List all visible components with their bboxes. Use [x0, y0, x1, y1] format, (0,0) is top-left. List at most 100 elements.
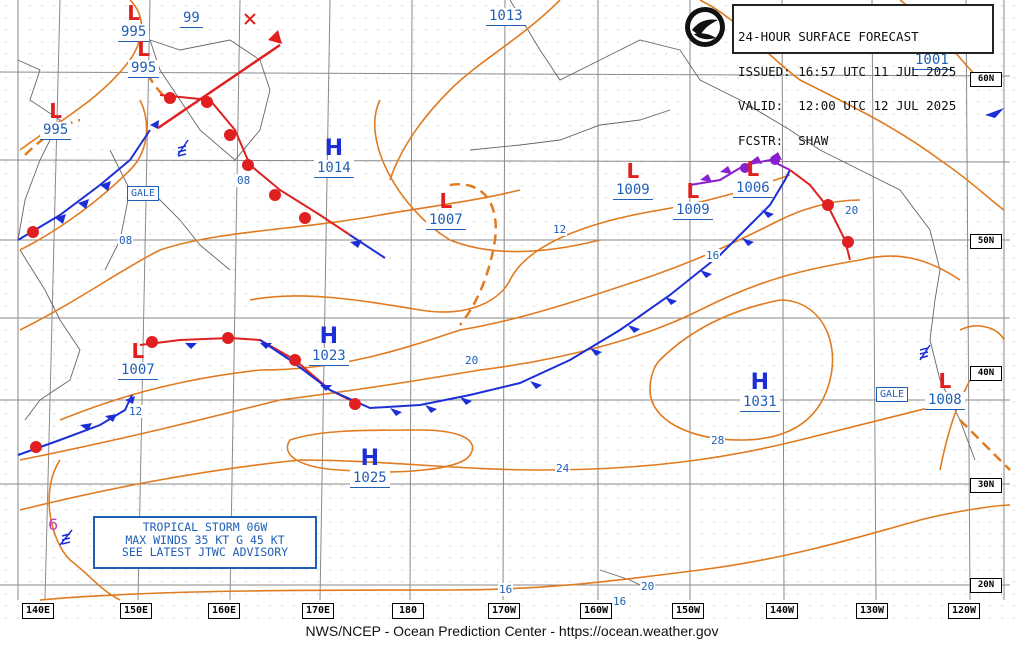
- low-pressure-center: 99: [180, 10, 203, 28]
- longitude-label: 160E: [208, 603, 240, 619]
- ts-line1: TROPICAL STORM 06W: [142, 520, 268, 534]
- low-symbol: L: [127, 1, 141, 25]
- pressure-value: 1006: [733, 180, 773, 198]
- isobar-label: 16: [498, 583, 514, 596]
- header-valid: VALID: 12:00 UTC 12 JUL 2025: [738, 98, 957, 113]
- pressure-value: 1001: [912, 52, 952, 70]
- pressure-value: 1007: [118, 362, 158, 380]
- coast-japan: [19, 249, 81, 421]
- pressure-value: 1023: [309, 348, 349, 366]
- ts-line2: MAX WINDS 35 KT G 45 KT: [125, 532, 285, 547]
- pressure-value: 995: [40, 122, 72, 140]
- coast-asia: [17, 59, 61, 241]
- high-symbol: H: [319, 324, 339, 349]
- latitude-label: 20N: [970, 578, 1002, 593]
- low-symbol: L: [49, 99, 63, 123]
- gale-label-east: GALE: [876, 387, 909, 402]
- low-pressure-center: L 1007: [426, 190, 466, 230]
- credit-line: NWS/NCEP - Ocean Prediction Center - htt…: [305, 623, 719, 639]
- latitude-label: 30N: [970, 478, 1002, 493]
- isobar-label: 08: [236, 174, 252, 187]
- isobar-label: 12: [128, 405, 144, 418]
- cold-front-southwest: [17, 394, 133, 456]
- high-pressure-center: H 1025: [350, 448, 390, 488]
- wind-barbs: [59, 139, 931, 546]
- header-title: 24-HOUR SURFACE FORECAST: [738, 29, 919, 44]
- isobar-label: 08: [118, 234, 134, 247]
- pressure-value: 1009: [613, 182, 653, 200]
- low-symbol: L: [746, 157, 760, 181]
- longitude-label: 170E: [302, 603, 334, 619]
- pressure-value: 1008: [925, 392, 965, 410]
- front-fragment: [985, 108, 1004, 118]
- pressure-value: 1009: [673, 202, 713, 220]
- occluded-arrow: [157, 43, 281, 130]
- isobar-label: 20: [464, 354, 480, 367]
- high-symbol: H: [750, 370, 770, 395]
- low-symbol: L: [626, 159, 640, 183]
- pressure-value: 99: [180, 10, 203, 28]
- low-symbol: L: [137, 37, 151, 61]
- isobar-label: 20: [640, 580, 656, 593]
- longitude-label: 170W: [488, 603, 520, 619]
- pressure-value: 1031: [740, 394, 780, 412]
- coast-sakhalin: [104, 149, 131, 271]
- high-symbol: H: [324, 136, 344, 161]
- high-pressure-center: H 1014: [314, 138, 354, 178]
- isobar-label: 24: [555, 462, 571, 475]
- pressure-value: 1007: [426, 212, 466, 230]
- isobar-label: 28: [710, 434, 726, 447]
- latitude-label: 60N: [970, 72, 1002, 87]
- high-pressure-center: H 1031: [740, 372, 780, 412]
- low-pressure-center: L 1007: [118, 340, 158, 380]
- isobar-label: 16: [705, 249, 721, 262]
- low-pressure-center: L 1009: [673, 180, 713, 220]
- low-pressure-center: L 995: [40, 99, 72, 140]
- longitude-label: 120W: [948, 603, 980, 619]
- coast-kamchatka: [149, 39, 271, 161]
- cold-front-north: [349, 234, 386, 259]
- low-symbol: L: [686, 179, 700, 203]
- coastlines: [17, 0, 976, 586]
- latitude-label: 50N: [970, 234, 1002, 249]
- low-pressure-center: L 995: [118, 1, 150, 42]
- pressure-value: 995: [118, 24, 150, 42]
- isobar-label: 16: [612, 595, 628, 608]
- low-pressure-center: L 1006: [733, 158, 773, 198]
- isobar-label: 12: [552, 223, 568, 236]
- low-symbol: L: [131, 339, 145, 363]
- pressure-value: 995: [128, 60, 160, 78]
- coast-hawaii: [599, 569, 641, 586]
- low-pressure-center: 1013: [486, 8, 526, 26]
- longitude-label: 180: [392, 603, 424, 619]
- gale-label-west: GALE: [127, 186, 160, 201]
- latitude-label: 40N: [970, 366, 1002, 381]
- front-symbols: [27, 92, 854, 453]
- low-pressure-center: 1001: [912, 52, 952, 70]
- ts-line3: SEE LATEST JTWC ADVISORY: [121, 545, 289, 559]
- forecast-header: 24-HOUR SURFACE FORECAST ISSUED: 16:57 U…: [732, 4, 994, 146]
- low-pressure-center: L 1009: [613, 160, 653, 200]
- low-pressure-center: L 1008: [925, 370, 965, 410]
- coast-alaska: [509, 0, 821, 151]
- header-issued: ISSUED: 16:57 UTC 11 JUL 2025: [738, 63, 957, 79]
- low-symbol: L: [439, 189, 453, 213]
- arrow-head: [268, 30, 282, 44]
- high-symbol: H: [360, 446, 380, 471]
- pressure-value: 1013: [486, 8, 526, 26]
- coast-kurils: [149, 189, 231, 271]
- longitude-label: 140W: [766, 603, 798, 619]
- tropical-storm-symbol: 6: [48, 515, 59, 534]
- longitude-label: 130W: [856, 603, 888, 619]
- coast-aleutians: [469, 109, 671, 151]
- low-symbol: L: [938, 369, 952, 393]
- pressure-value: 1014: [314, 160, 354, 178]
- low-pressure-center: L 995: [128, 37, 160, 78]
- longitude-label: 140E: [22, 603, 54, 619]
- header-forecaster: FCSTR: SHAW: [738, 132, 829, 148]
- high-pressure-center: H 1023: [309, 326, 349, 366]
- x-markers: [244, 13, 256, 25]
- longitude-label: 150E: [120, 603, 152, 619]
- longitude-label: 160W: [580, 603, 612, 619]
